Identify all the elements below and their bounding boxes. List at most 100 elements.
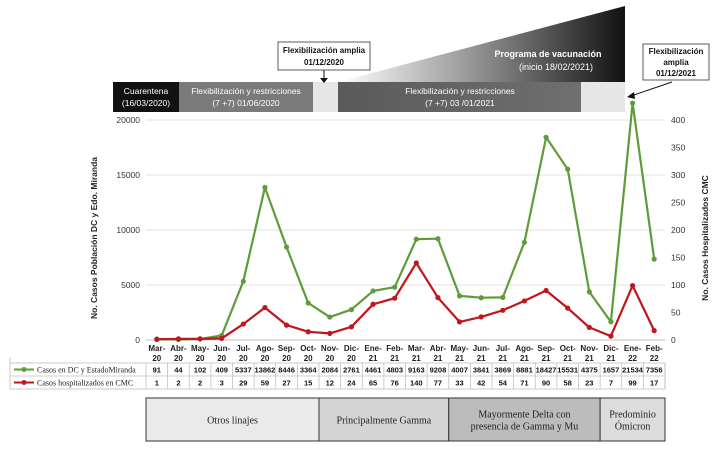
y-right-tick-label: 150 [671,253,685,263]
x-tick-label: Jun- [473,344,490,353]
table-cell: 2761 [343,366,360,375]
table-cell: 33 [455,379,463,388]
point-hospitalizados [629,282,636,289]
table-cell: 12 [326,379,334,388]
point-casos-dc [435,236,441,242]
amplia2-callout-line3: 01/12/2021 [656,69,697,78]
point-casos-dc [565,166,571,172]
variant-label: Principalmente Gamma [337,416,432,427]
x-tick-label: Sep- [278,344,296,353]
flex2-label-line2: (7 +7) 03 /01/2021 [425,98,495,108]
point-casos-dc [413,236,419,242]
table-cell: 44 [174,366,183,375]
table-cell: 29 [239,379,247,388]
series-line-casos-dc [156,101,656,341]
y-left-tick-label: 5000 [121,280,140,290]
y-right-tick-label: 350 [671,143,685,153]
variant-label: Mayormente Delta con [478,410,570,421]
amplia1-callout [277,41,371,71]
series-line-hospitalizados [156,261,656,341]
x-tick-label: Mar- [408,344,425,353]
x-tick-label: Ene- [624,344,642,353]
x-tick-label: 20 [260,354,269,363]
point-hospitalizados [305,329,311,335]
x-tick-label: Jun- [213,344,230,353]
x-tick-label: 21 [542,354,551,363]
x-tick-label: May- [191,344,210,353]
table-cell: 9163 [408,366,425,375]
table-cell: 3869 [494,366,511,375]
series-lines [154,100,657,343]
vaccination-label-line1: Programa de vacunación [494,49,601,59]
point-hospitalizados [175,336,182,342]
point-hospitalizados [586,324,592,330]
x-tick-label: Abr- [430,344,447,353]
x-tick-label: Sep- [537,344,555,353]
x-tick-label: 21 [498,354,507,363]
point-hospitalizados [219,335,225,341]
table-cell: 42 [477,379,485,388]
x-tick-label: Ene- [364,344,382,353]
vaccination-label-line2: (inicio 18/02/2021) [519,62,593,72]
y-right-tick-label: 100 [671,280,685,290]
table-cell: 8881 [516,366,533,375]
table-cell: 2 [176,379,180,388]
x-tick-label: 21 [412,354,421,363]
point-casos-dc [348,307,355,313]
x-tick-label: 21 [477,354,486,363]
x-tick-label: May- [450,344,469,353]
x-tick-label: 20 [217,354,226,363]
amplia1-callout-line2: 01/12/2020 [304,58,345,67]
point-hospitalizados [543,287,549,294]
point-hospitalizados [370,301,376,307]
table-cell: 8446 [278,366,295,375]
x-tick-label: 21 [520,354,529,363]
x-tick-label: 21 [563,354,572,363]
variant-box [145,397,320,442]
y-right-tick-label: 300 [671,170,685,180]
y-left-tick-label: 0 [135,335,140,345]
table-cell: 102 [194,366,207,375]
x-tick-label: 21 [455,354,464,363]
table-cell: 9208 [430,366,447,375]
point-casos-dc [240,278,246,284]
variant-label: Predominio [609,410,656,421]
variant-label: Otros linajes [207,416,258,427]
point-casos-dc [262,184,268,191]
x-tick-label: Nov- [321,344,339,353]
table-cell: 5337 [235,366,252,375]
table-cell: 17 [650,379,658,388]
x-tick-label: 20 [174,354,183,363]
table-cell: 76 [391,379,399,388]
amplia2-callout-line1: Flexibilización [649,47,704,56]
table-cell: 4461 [365,366,382,375]
table-cell: 4007 [451,366,468,375]
table-cell: 4375 [581,366,598,375]
table-cell: 7356 [646,366,663,375]
point-hospitalizados [348,324,355,330]
point-hospitalizados [413,260,419,266]
point-hospitalizados [283,322,290,328]
point-hospitalizados [478,314,484,320]
data-table: Casos en DC y EstadoMiranda Casos hospita… [9,357,666,390]
legend-swatch-marker [21,367,27,372]
flex1-label-line2: (7 +7) 01/06/2020 [212,98,280,108]
legend-label: Casos hospitalizados en CMC [37,379,133,388]
table-cell: 99 [628,379,636,388]
table-cell: 23 [585,379,593,388]
table-cell: 18427 [536,366,557,375]
flex2-box [338,82,581,112]
x-tick-label: 22 [650,354,659,363]
y-right-tick-label: 0 [671,335,676,345]
x-tick-label: Feb- [646,344,663,353]
amplia2-gap [581,82,625,112]
table-cell: 91 [153,366,161,375]
point-casos-dc [500,294,506,301]
vaccination-wedge [338,6,625,82]
legend-label: Casos en DC y EstadoMiranda [37,366,136,375]
point-casos-dc [478,295,484,301]
point-hospitalizados [521,298,528,304]
table-cell: 409 [215,366,228,375]
point-casos-dc [543,134,549,140]
